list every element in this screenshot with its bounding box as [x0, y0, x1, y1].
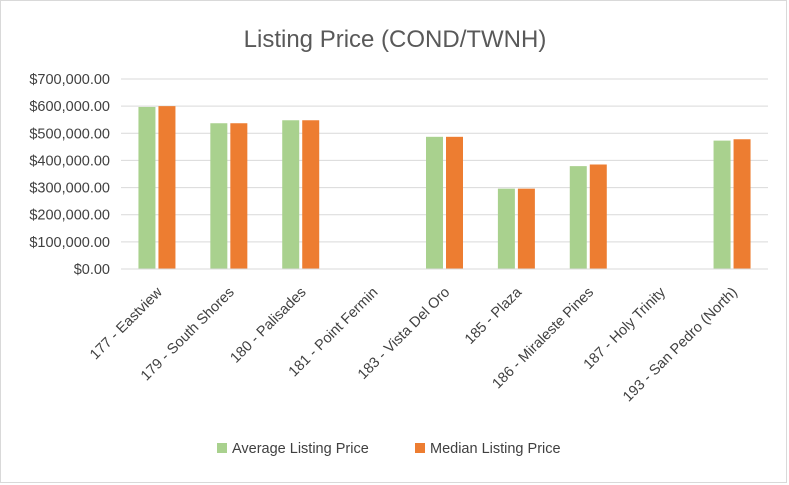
- bar-average: [282, 120, 300, 269]
- bars: [138, 106, 751, 270]
- y-tick-label: $700,000.00: [29, 72, 110, 88]
- bar-average: [426, 136, 443, 269]
- y-tick-label: $0.00: [74, 262, 110, 278]
- bar-median: [158, 106, 176, 270]
- bar-median: [517, 188, 535, 269]
- y-tick-label: $400,000.00: [29, 153, 110, 169]
- bar-median: [302, 120, 320, 269]
- bar-average: [210, 123, 228, 269]
- legend-swatch: [415, 443, 425, 453]
- bar-average: [713, 140, 731, 269]
- bar-average: [138, 106, 156, 269]
- legend-label: Average Listing Price: [232, 441, 369, 457]
- y-tick-label: $200,000.00: [29, 208, 110, 224]
- y-tick-label: $600,000.00: [29, 99, 110, 115]
- x-category-label: 180 - Palisades: [228, 285, 310, 367]
- x-category-label: 185 - Plaza: [462, 284, 526, 348]
- bar-average: [497, 188, 515, 269]
- bar-median: [589, 164, 607, 269]
- bar-average: [569, 166, 587, 269]
- bar-median: [446, 136, 463, 269]
- legend: Average Listing Price Median Listing Pric…: [217, 441, 561, 457]
- legend-swatch: [217, 443, 227, 453]
- y-tick-label: $300,000.00: [29, 181, 110, 197]
- legend-label: Median Listing Price: [430, 441, 561, 457]
- x-category-label: 177 - Eastview: [87, 284, 166, 363]
- y-axis-ticks: $0.00 $100,000.00 $200,000.00 $300,000.00 $4…: [29, 72, 110, 278]
- y-tick-label: $100,000.00: [29, 235, 110, 251]
- bar-median: [230, 123, 248, 269]
- y-tick-label: $500,000.00: [29, 126, 110, 142]
- gridlines: [121, 78, 768, 243]
- bar-median: [733, 139, 751, 269]
- chart-title: Listing Price (COND/TWNH): [244, 26, 547, 53]
